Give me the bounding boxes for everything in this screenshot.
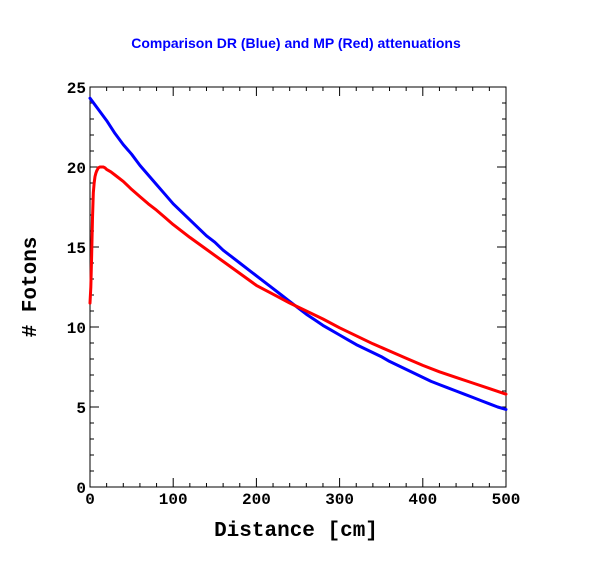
- x-tick-labels: 0 100 200 300 400 500: [85, 491, 520, 509]
- y-tick-label: 5: [76, 400, 86, 418]
- x-axis-title: Distance [cm]: [214, 520, 378, 543]
- y-tick-label: 0: [76, 480, 86, 498]
- red-series-line: [88, 165, 508, 396]
- y-tick-labels: 0 5 10 15 20 25: [67, 80, 86, 498]
- x-tick-label: 300: [325, 491, 354, 509]
- x-tick-label: 0: [85, 491, 95, 509]
- y-tick-label: 20: [67, 160, 86, 178]
- y-tick-label: 10: [67, 320, 86, 338]
- series-lines: [88, 96, 508, 411]
- x-tick-label: 500: [492, 491, 521, 509]
- plot-frame: [89, 86, 507, 488]
- x-tick-label: 100: [159, 491, 188, 509]
- blue-series-line: [88, 96, 508, 411]
- y-tick-label: 25: [67, 80, 86, 98]
- x-tick-label: 200: [242, 491, 271, 509]
- chart-title: Comparison DR (Blue) and MP (Red) attenu…: [131, 35, 461, 51]
- major-ticks: [89, 86, 507, 488]
- y-axis-title: # Fotons: [20, 237, 43, 338]
- x-tick-label: 400: [408, 491, 437, 509]
- minor-ticks: [90, 87, 506, 487]
- y-tick-label: 15: [67, 240, 86, 258]
